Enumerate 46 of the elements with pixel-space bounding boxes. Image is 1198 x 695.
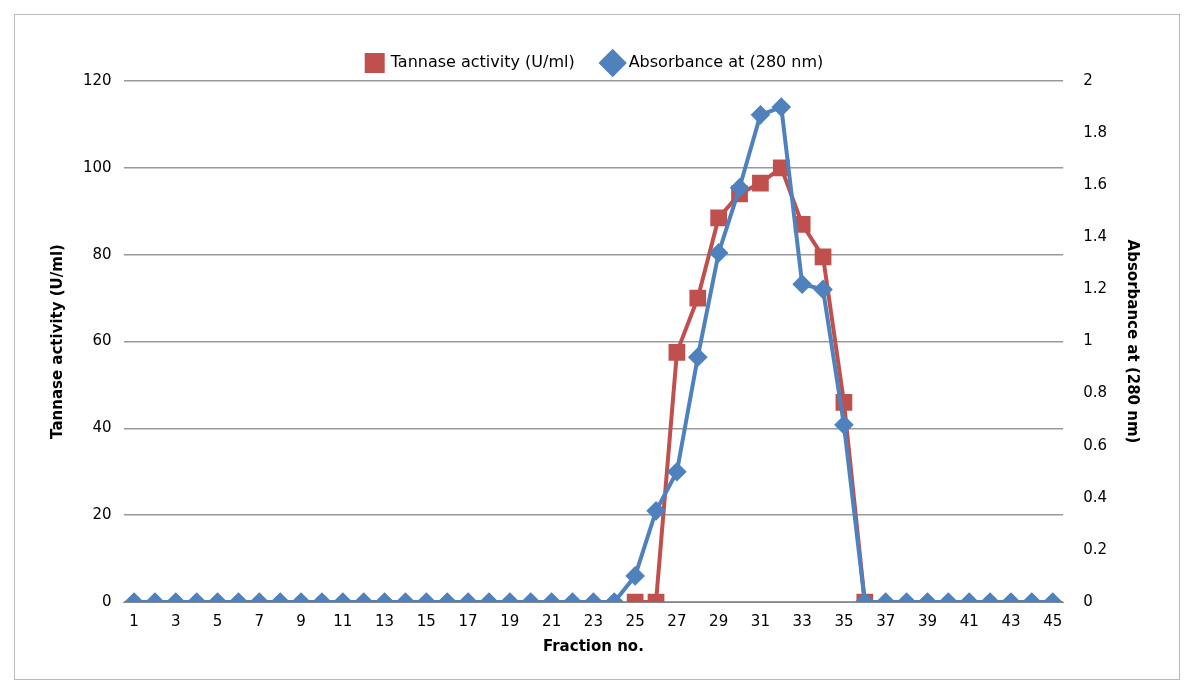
x-tick-label: 43 bbox=[1001, 611, 1021, 630]
legend-label: Absorbance at (280 nm) bbox=[628, 52, 824, 72]
x-tick-label: 27 bbox=[667, 611, 687, 630]
y2-tick-label: 1.6 bbox=[1083, 175, 1107, 194]
x-tick-label: 19 bbox=[500, 611, 520, 630]
y2-tick-label: 0.8 bbox=[1083, 383, 1107, 402]
y-tick-label: 20 bbox=[92, 505, 112, 524]
legend-label: Tannase activity (U/ml) bbox=[389, 52, 575, 72]
x-tick-label: 17 bbox=[458, 611, 478, 630]
y2-tick-label: 1.8 bbox=[1083, 122, 1107, 141]
x-tick-label: 31 bbox=[750, 611, 770, 630]
x-tick-label: 37 bbox=[876, 611, 896, 630]
x-tick-label: 15 bbox=[416, 611, 436, 630]
y-tick-label: 120 bbox=[82, 70, 112, 89]
y2-tick-label: 0 bbox=[1083, 591, 1093, 610]
x-tick-label: 11 bbox=[333, 611, 353, 630]
y-axis-title: Tannase activity (U/ml) bbox=[47, 244, 66, 439]
y-tick-label: 80 bbox=[92, 244, 112, 263]
x-axis-title: Fraction no. bbox=[542, 636, 644, 655]
y2-tick-label: 2 bbox=[1083, 70, 1093, 89]
y2-axis-title: Absorbance at (280 nm) bbox=[1124, 239, 1143, 444]
y2-tick-label: 1 bbox=[1083, 331, 1093, 350]
x-tick-label: 25 bbox=[625, 611, 645, 630]
x-tick-label: 7 bbox=[254, 611, 265, 630]
x-tick-label: 21 bbox=[542, 611, 562, 630]
y-tick-label: 0 bbox=[102, 591, 112, 610]
x-tick-label: 3 bbox=[171, 611, 181, 630]
x-tick-label: 5 bbox=[212, 611, 223, 630]
x-tick-label: 45 bbox=[1043, 611, 1063, 630]
y2-tick-label: 0.6 bbox=[1083, 435, 1107, 454]
y2-tick-label: 0.2 bbox=[1083, 539, 1107, 558]
x-tick-label: 23 bbox=[583, 611, 603, 630]
x-tick-label: 35 bbox=[834, 611, 854, 630]
y-tick-label: 100 bbox=[82, 157, 112, 176]
y-tick-label: 60 bbox=[92, 331, 112, 350]
x-tick-label: 39 bbox=[917, 611, 937, 630]
y2-tick-label: 1.4 bbox=[1083, 227, 1107, 246]
x-tick-label: 33 bbox=[792, 611, 812, 630]
y2-tick-label: 0.4 bbox=[1083, 487, 1107, 506]
x-tick-label: 29 bbox=[709, 611, 729, 630]
y-tick-label: 40 bbox=[92, 418, 112, 437]
x-tick-label: 1 bbox=[129, 611, 139, 630]
y2-tick-label: 1.2 bbox=[1083, 279, 1107, 298]
x-tick-label: 41 bbox=[959, 611, 979, 630]
x-tick-label: 13 bbox=[375, 611, 395, 630]
x-tick-label: 9 bbox=[296, 611, 306, 630]
